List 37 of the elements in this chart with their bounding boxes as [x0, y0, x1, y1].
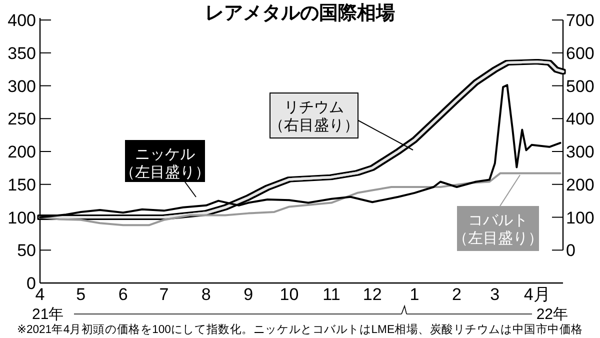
y-tick-label: 100	[8, 208, 36, 228]
text: ※2021年4月初頭の価格を100にして指数化。ニッケルとコバルトはLME相場、炭酸リチウムは中国市中価格	[17, 322, 594, 336]
y-tick-label: 0	[26, 274, 36, 293]
y-tick-label: 250	[8, 110, 36, 129]
y-tick-label: 50	[17, 241, 36, 260]
y-tick-label: 150	[8, 175, 36, 194]
x-tick-label: 9	[244, 285, 254, 304]
x-tick-label: 8	[201, 285, 211, 304]
text: リチウム（右目盛り）	[269, 99, 359, 134]
x-tick-label: 3	[490, 285, 500, 304]
x-tick-label: 4	[35, 285, 45, 304]
chart-title: レアメタルの国際相場	[205, 2, 395, 24]
x-tick-label: 7	[159, 285, 169, 304]
y-tick-label: 300	[8, 76, 36, 96]
y-tick-label: 350	[8, 44, 36, 63]
y2-tick-label: 500	[566, 76, 594, 96]
y2-tick-label: 0	[566, 241, 576, 260]
x-tick-label: 6	[118, 285, 128, 304]
y-tick-label: 400	[8, 11, 36, 30]
x-tick-label: 2	[452, 285, 462, 304]
text: 22年	[536, 306, 568, 323]
y2-tick-label: 700	[566, 11, 594, 30]
y2-tick-label: 600	[566, 44, 594, 63]
x-tick-label: 10	[280, 285, 299, 304]
x-tick-label: 1	[410, 285, 420, 304]
series-label: ニッケル（左目盛り）	[120, 146, 210, 181]
legend-label: コバルト（左目盛り）	[453, 212, 543, 247]
text: 21年	[32, 306, 64, 323]
y2-tick-label: 200	[566, 175, 594, 194]
y-tick-label: 200	[8, 142, 36, 162]
x-tick-label: 12	[362, 285, 382, 304]
x-tick-label: 4月	[524, 285, 550, 304]
y2-tick-label: 400	[566, 110, 594, 129]
y2-tick-label: 300	[566, 142, 594, 162]
y2-tick-label: 100	[566, 208, 594, 228]
x-tick-label: 11	[322, 285, 340, 304]
x-tick-label: 5	[76, 285, 86, 304]
